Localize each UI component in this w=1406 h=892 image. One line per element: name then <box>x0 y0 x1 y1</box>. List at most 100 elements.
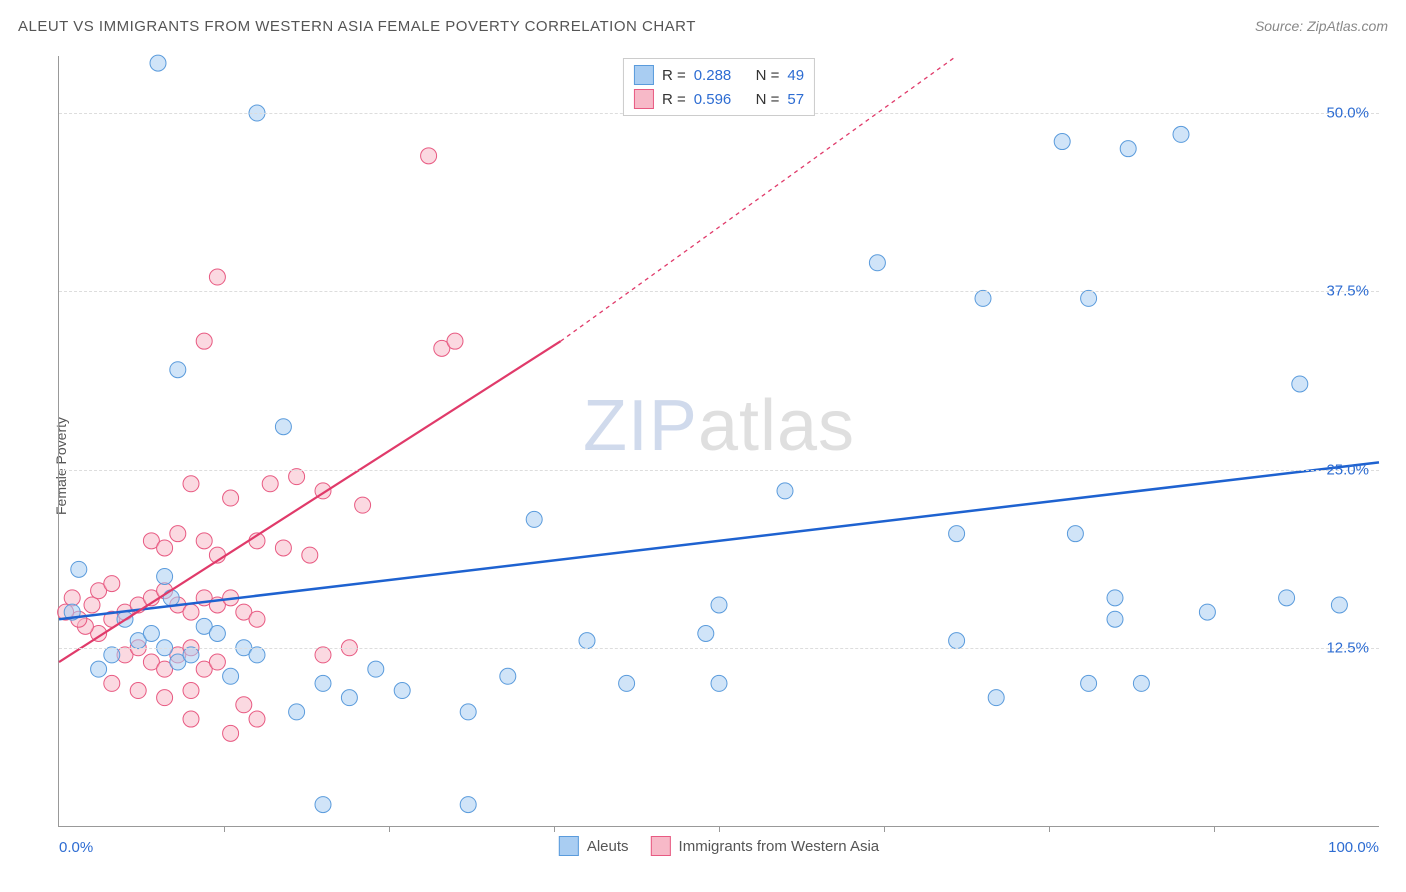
n-value-pink: 57 <box>787 91 804 108</box>
scatter-point <box>1107 590 1123 606</box>
scatter-point <box>183 476 199 492</box>
scatter-point <box>157 540 173 556</box>
r-label: R = <box>662 67 686 84</box>
n-label: N = <box>756 91 780 108</box>
scatter-point <box>170 362 186 378</box>
scatter-point <box>1199 604 1215 620</box>
scatter-point <box>209 269 225 285</box>
stats-legend-row-blue: R = 0.288 N = 49 <box>634 63 804 87</box>
scatter-point <box>1331 597 1347 613</box>
scatter-point <box>500 668 516 684</box>
trend-line <box>59 341 561 662</box>
stats-legend: R = 0.288 N = 49 R = 0.596 N = 57 <box>623 58 815 116</box>
chart-title: ALEUT VS IMMIGRANTS FROM WESTERN ASIA FE… <box>18 18 696 35</box>
swatch-blue <box>634 65 654 85</box>
scatter-point <box>1133 675 1149 691</box>
scatter-point <box>275 419 291 435</box>
r-value-pink: 0.596 <box>694 91 732 108</box>
scatter-point <box>236 697 252 713</box>
scatter-point <box>949 526 965 542</box>
scatter-point <box>275 540 291 556</box>
x-tick <box>224 826 225 832</box>
plot-svg <box>59 56 1379 826</box>
scatter-point <box>460 704 476 720</box>
scatter-point <box>170 526 186 542</box>
scatter-point <box>130 683 146 699</box>
scatter-point <box>249 611 265 627</box>
legend-label-blue: Aleuts <box>587 838 629 855</box>
scatter-point <box>368 661 384 677</box>
scatter-point <box>209 626 225 642</box>
scatter-point <box>975 290 991 306</box>
scatter-point <box>447 333 463 349</box>
plot-area: ZIPatlas R = 0.288 N = 49 R = 0.596 N = … <box>58 56 1379 827</box>
scatter-point <box>526 511 542 527</box>
x-axis-min-label: 0.0% <box>59 839 93 856</box>
scatter-point <box>91 661 107 677</box>
scatter-point <box>711 597 727 613</box>
scatter-point <box>1120 141 1136 157</box>
x-tick <box>884 826 885 832</box>
swatch-pink <box>651 836 671 856</box>
scatter-point <box>579 633 595 649</box>
scatter-point <box>698 626 714 642</box>
scatter-point <box>183 683 199 699</box>
source-attribution: Source: ZipAtlas.com <box>1255 18 1388 34</box>
legend-item-pink: Immigrants from Western Asia <box>651 836 880 856</box>
scatter-point <box>1107 611 1123 627</box>
y-tick-label: 25.0% <box>1326 461 1369 478</box>
gridline <box>59 291 1379 292</box>
n-label: N = <box>756 67 780 84</box>
x-tick <box>1049 826 1050 832</box>
swatch-pink <box>634 89 654 109</box>
scatter-point <box>777 483 793 499</box>
scatter-point <box>183 647 199 663</box>
scatter-point <box>150 55 166 71</box>
scatter-point <box>315 797 331 813</box>
x-tick <box>389 826 390 832</box>
scatter-point <box>315 675 331 691</box>
x-tick <box>719 826 720 832</box>
scatter-point <box>223 668 239 684</box>
scatter-point <box>183 711 199 727</box>
chart-container: Female Poverty ZIPatlas R = 0.288 N = 49… <box>18 56 1388 876</box>
legend-label-pink: Immigrants from Western Asia <box>679 838 880 855</box>
scatter-point <box>421 148 437 164</box>
n-value-blue: 49 <box>787 67 804 84</box>
y-tick-label: 37.5% <box>1326 283 1369 300</box>
scatter-point <box>84 597 100 613</box>
scatter-point <box>104 675 120 691</box>
scatter-point <box>302 547 318 563</box>
scatter-point <box>104 576 120 592</box>
scatter-point <box>949 633 965 649</box>
gridline <box>59 648 1379 649</box>
scatter-point <box>394 683 410 699</box>
x-tick <box>1214 826 1215 832</box>
stats-legend-row-pink: R = 0.596 N = 57 <box>634 87 804 111</box>
scatter-point <box>869 255 885 271</box>
scatter-point <box>289 704 305 720</box>
gridline <box>59 470 1379 471</box>
scatter-point <box>71 561 87 577</box>
scatter-point <box>209 654 225 670</box>
r-label: R = <box>662 91 686 108</box>
scatter-point <box>249 647 265 663</box>
scatter-point <box>1279 590 1295 606</box>
scatter-point <box>711 675 727 691</box>
r-value-blue: 0.288 <box>694 67 732 84</box>
scatter-point <box>1292 376 1308 392</box>
scatter-point <box>315 647 331 663</box>
y-tick-label: 12.5% <box>1326 639 1369 656</box>
scatter-point <box>157 568 173 584</box>
scatter-point <box>1081 290 1097 306</box>
scatter-point <box>289 469 305 485</box>
scatter-point <box>262 476 278 492</box>
scatter-point <box>196 333 212 349</box>
legend-item-blue: Aleuts <box>559 836 629 856</box>
scatter-point <box>157 690 173 706</box>
scatter-point <box>196 533 212 549</box>
series-legend: Aleuts Immigrants from Western Asia <box>559 836 879 856</box>
x-axis-max-label: 100.0% <box>1328 839 1379 856</box>
scatter-point <box>104 647 120 663</box>
scatter-point <box>1173 126 1189 142</box>
